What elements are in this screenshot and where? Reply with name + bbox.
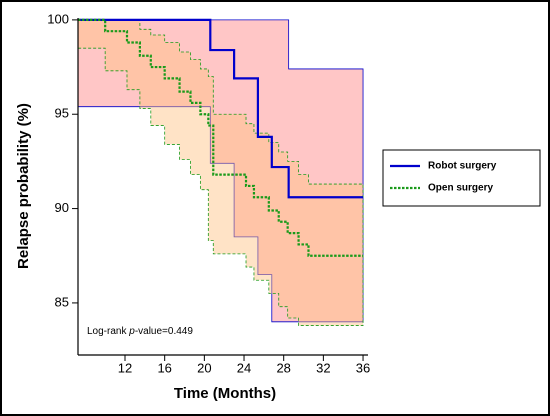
annotation-text: Log-rank (87, 326, 129, 337)
y-tick-label: 100 (47, 11, 69, 26)
y-tick-label: 95 (55, 106, 69, 121)
legend-label: Robot surgery (428, 161, 497, 172)
y-tick-label: 85 (55, 294, 69, 309)
plot-area (77, 18, 364, 326)
annotation-text: p (128, 326, 135, 337)
x-tick-label: 36 (356, 360, 370, 375)
x-tick-label: 28 (276, 360, 290, 375)
x-tick-label: 16 (157, 360, 171, 375)
confidence-band (77, 19, 364, 323)
confidence-band (77, 19, 364, 326)
y-tick-label: 90 (55, 200, 69, 215)
x-tick-label: 24 (237, 360, 251, 375)
y-axis-label: Relapse probability (%) (15, 103, 32, 269)
survival-line (78, 18, 364, 199)
legend (382, 149, 541, 207)
x-axis-label: Time (Months) (174, 385, 276, 402)
legend-label: Open surgery (428, 183, 493, 194)
x-tick-label: 32 (316, 360, 330, 375)
annotation: Log-rank p-value=0.449 (87, 326, 193, 337)
x-tick-label: 20 (197, 360, 211, 375)
survival-line (78, 18, 364, 257)
x-tick-label: 12 (118, 360, 132, 375)
annotation-text: -value=0.449 (135, 326, 194, 337)
